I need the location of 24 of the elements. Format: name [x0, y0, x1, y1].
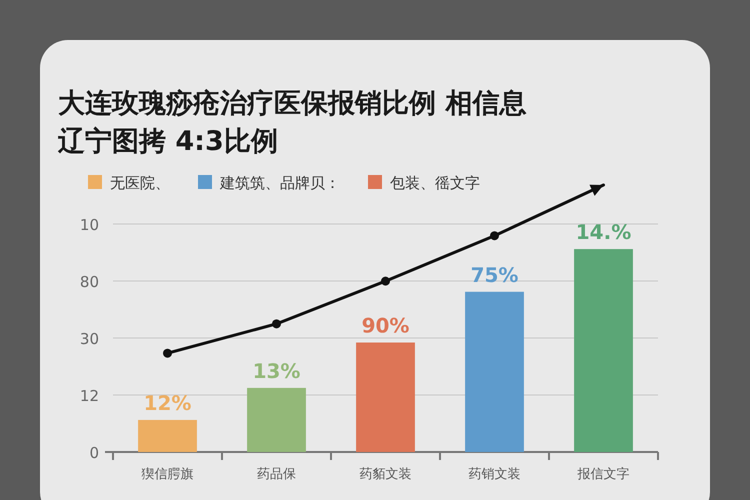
point	[381, 276, 390, 286]
annotation: 12%	[144, 390, 192, 415]
x-tick-label: 猰信腭旗	[142, 467, 194, 482]
text: 10	[80, 216, 99, 234]
text: 30	[80, 330, 99, 348]
text: 12	[80, 387, 99, 405]
annotation: 75%	[470, 262, 518, 287]
legend-label: 无医院、	[110, 174, 170, 192]
annotation: 14.%	[576, 220, 632, 244]
text: 80	[80, 273, 99, 291]
chart-title: 大连玫瑰痧疮治疗医保报销比例 相信息	[58, 88, 526, 119]
point	[272, 319, 281, 328]
x-tick-label: 报信文字	[576, 466, 630, 482]
annotation: 90%	[362, 314, 410, 338]
legend-label: 建筑筑、品牌贝：	[219, 174, 340, 192]
x-tick-label: 药貊文装	[360, 467, 412, 482]
annotation: 13%	[252, 358, 300, 383]
point	[490, 231, 499, 240]
point	[163, 348, 172, 358]
legend-label: 包装、徭文字	[390, 174, 480, 192]
text: 0	[89, 444, 99, 462]
x-tick-label: 药品保	[257, 467, 296, 482]
chart-subtitle: 辽宁图拷 4:3比例	[57, 126, 278, 157]
x-tick-label: 药销文装	[468, 467, 520, 482]
